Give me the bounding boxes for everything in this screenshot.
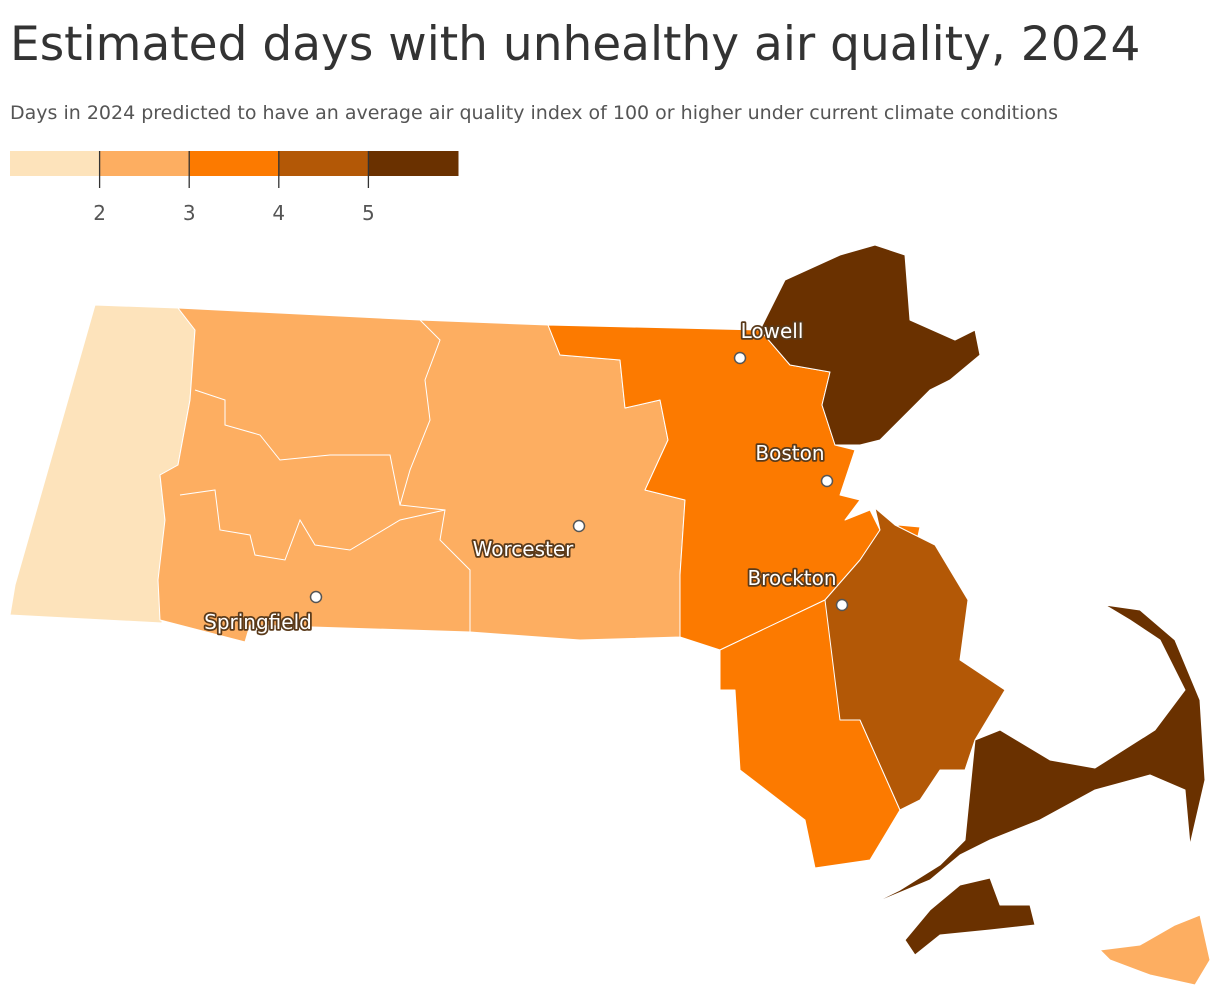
county [869,604,1206,906]
title: Estimated days with unhealthy air qualit… [10,17,1140,72]
legend-tick-label: 3 [183,201,196,225]
city-dot [309,590,323,604]
city-dot [733,351,747,365]
county [759,244,981,446]
legend-swatch [10,151,101,176]
county [1099,914,1211,986]
county [904,877,1036,956]
legend-swatch [189,151,280,176]
city-dot [572,519,586,533]
map [9,244,1211,986]
city-label: Springfield [204,610,312,634]
legend: 2 3 4 5 [10,151,459,225]
county-border [194,389,401,506]
subtitle: Days in 2024 predicted to have an averag… [10,102,1058,124]
county-border [179,489,446,561]
legend-swatch [278,151,369,176]
city-label: Brockton [747,566,836,590]
city-markers: Lowell Boston Worcester Brockton Springfield [202,317,849,636]
legend-tick-label: 2 [93,201,106,225]
city-dot [820,474,834,488]
city-dot [835,598,849,612]
legend-swatch [99,151,190,176]
legend-tick-label: 4 [272,201,285,225]
city-label: Boston [755,441,824,465]
legend-swatch [368,151,459,176]
city-label: Worcester [473,537,574,561]
county [824,507,1006,811]
county-border [399,319,471,632]
city-label: Lowell [741,319,804,343]
legend-tick-label: 5 [362,201,375,225]
